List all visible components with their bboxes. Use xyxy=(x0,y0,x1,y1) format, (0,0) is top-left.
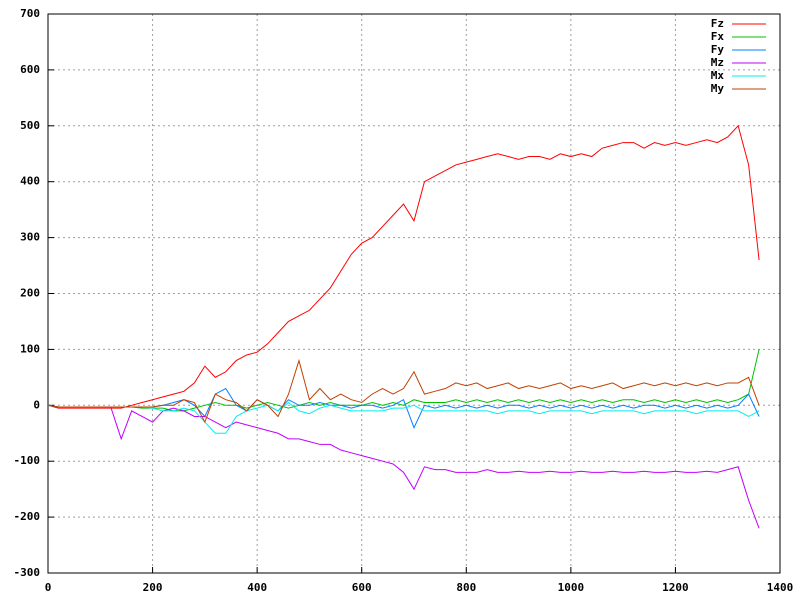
legend-label: Mz xyxy=(711,56,724,69)
x-tick-label: 200 xyxy=(143,581,163,594)
series-line xyxy=(47,358,760,424)
y-tick-label: 0 xyxy=(33,398,40,411)
legend-label: Fy xyxy=(711,43,725,56)
y-tick-label: 500 xyxy=(20,119,40,132)
x-tick-label: 1000 xyxy=(558,581,585,594)
y-tick-label: -200 xyxy=(14,510,41,523)
y-tick-label: 700 xyxy=(20,7,40,20)
series-line xyxy=(47,401,760,434)
y-tick-label: 600 xyxy=(20,63,40,76)
x-tick-label: 1400 xyxy=(767,581,794,594)
legend-label: Fx xyxy=(711,30,725,43)
x-tick-label: 600 xyxy=(352,581,372,594)
series-line xyxy=(47,404,760,529)
x-tick-label: 400 xyxy=(247,581,267,594)
series-line xyxy=(47,349,760,412)
plot-border xyxy=(47,13,781,574)
y-tick-label: -300 xyxy=(14,566,41,579)
series-line xyxy=(47,387,760,429)
y-tick-label: 300 xyxy=(20,231,40,244)
y-tick-label: -100 xyxy=(14,454,41,467)
y-tick-label: 200 xyxy=(20,287,40,300)
x-tick-label: 1200 xyxy=(662,581,689,594)
y-tick-label: 400 xyxy=(20,175,40,188)
x-tick-label: 800 xyxy=(456,581,476,594)
legend-label: Fz xyxy=(711,17,724,30)
legend-label: My xyxy=(711,82,725,95)
x-tick-label: 0 xyxy=(45,581,52,594)
legend-label: Mx xyxy=(711,69,725,82)
series-line xyxy=(47,124,760,409)
y-tick-label: 100 xyxy=(20,342,40,355)
